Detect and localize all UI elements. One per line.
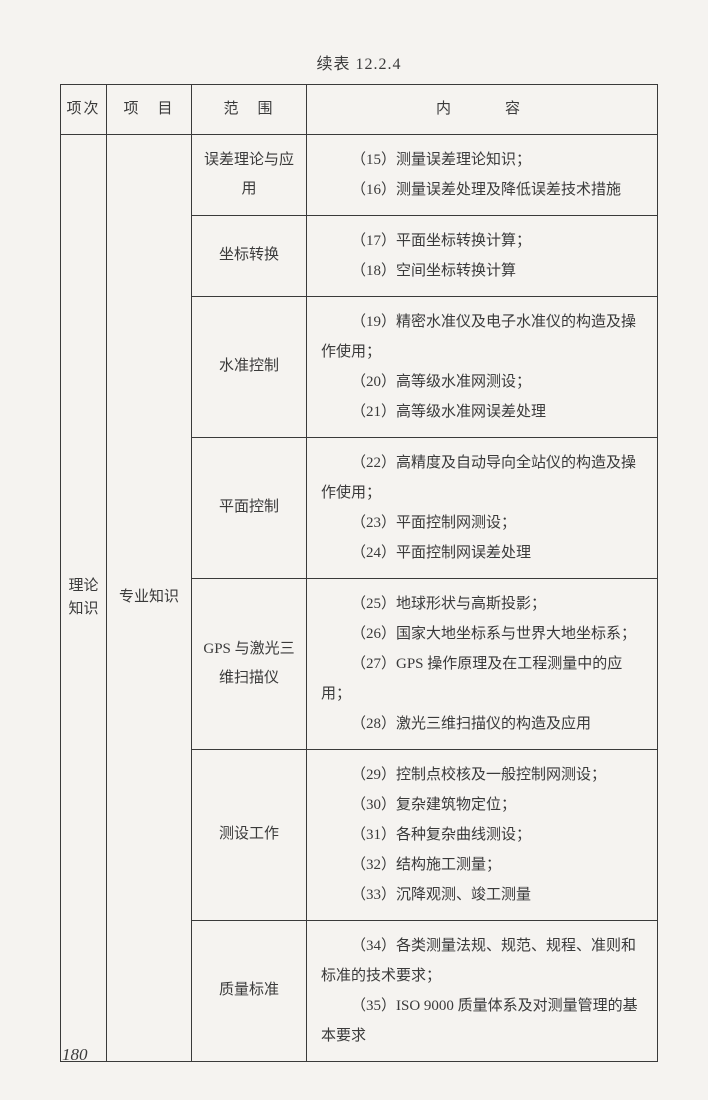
- content-line: （33）沉降观测、竣工测量: [321, 880, 645, 910]
- category-cell: 理论知识: [61, 134, 107, 1061]
- content-cell: （29）控制点校核及一般控制网测设；（30）复杂建筑物定位；（31）各种复杂曲线…: [307, 749, 658, 920]
- scope-cell: 平面控制: [192, 437, 307, 578]
- table-row: 理论知识专业知识误差理论与应用（15）测量误差理论知识；（16）测量误差处理及降…: [61, 134, 658, 215]
- header-col4: 内 容: [307, 85, 658, 135]
- content-line: （21）高等级水准网误差处理: [321, 397, 645, 427]
- content-line: （19）精密水准仪及电子水准仪的构造及操作使用；: [321, 307, 645, 367]
- content-cell: （34）各类测量法规、规范、规程、准则和标准的技术要求；（35）ISO 9000…: [307, 920, 658, 1061]
- scope-cell: 质量标准: [192, 920, 307, 1061]
- content-line: （26）国家大地坐标系与世界大地坐标系；: [321, 619, 645, 649]
- content-line: （16）测量误差处理及降低误差技术措施: [321, 175, 645, 205]
- content-line: （29）控制点校核及一般控制网测设；: [321, 760, 645, 790]
- content-line: （17）平面坐标转换计算；: [321, 226, 645, 256]
- header-col1: 项次: [61, 85, 107, 135]
- content-line: （31）各种复杂曲线测设；: [321, 820, 645, 850]
- content-line: （28）激光三维扫描仪的构造及应用: [321, 709, 645, 739]
- scope-cell: 水准控制: [192, 296, 307, 437]
- category-label: 理论知识: [67, 575, 100, 620]
- content-cell: （22）高精度及自动导向全站仪的构造及操作使用；（23）平面控制网测设；（24）…: [307, 437, 658, 578]
- content-line: （25）地球形状与高斯投影；: [321, 589, 645, 619]
- content-cell: （19）精密水准仪及电子水准仪的构造及操作使用；（20）高等级水准网测设；（21…: [307, 296, 658, 437]
- content-line: （24）平面控制网误差处理: [321, 538, 645, 568]
- content-line: （32）结构施工测量；: [321, 850, 645, 880]
- content-line: （22）高精度及自动导向全站仪的构造及操作使用；: [321, 448, 645, 508]
- content-cell: （17）平面坐标转换计算；（18）空间坐标转换计算: [307, 215, 658, 296]
- scope-cell: 测设工作: [192, 749, 307, 920]
- content-cell: （15）测量误差理论知识；（16）测量误差处理及降低误差技术措施: [307, 134, 658, 215]
- table-title: 续表 12.2.4: [60, 50, 658, 74]
- content-line: （23）平面控制网测设；: [321, 508, 645, 538]
- header-col2: 项 目: [107, 85, 192, 135]
- scope-cell: 坐标转换: [192, 215, 307, 296]
- content-line: （18）空间坐标转换计算: [321, 256, 645, 286]
- content-cell: （25）地球形状与高斯投影；（26）国家大地坐标系与世界大地坐标系；（27）GP…: [307, 578, 658, 749]
- header-col3: 范 围: [192, 85, 307, 135]
- scope-cell: GPS 与激光三维扫描仪: [192, 578, 307, 749]
- content-line: （15）测量误差理论知识；: [321, 145, 645, 175]
- content-table: 项次 项 目 范 围 内 容 理论知识专业知识误差理论与应用（15）测量误差理论…: [60, 84, 658, 1062]
- header-row: 项次 项 目 范 围 内 容: [61, 85, 658, 135]
- page-number: 180: [62, 1045, 88, 1065]
- subject-cell: 专业知识: [107, 134, 192, 1061]
- scope-cell: 误差理论与应用: [192, 134, 307, 215]
- content-line: （34）各类测量法规、规范、规程、准则和标准的技术要求；: [321, 931, 645, 991]
- content-line: （27）GPS 操作原理及在工程测量中的应用；: [321, 649, 645, 709]
- content-line: （20）高等级水准网测设；: [321, 367, 645, 397]
- content-line: （35）ISO 9000 质量体系及对测量管理的基本要求: [321, 991, 645, 1051]
- content-line: （30）复杂建筑物定位；: [321, 790, 645, 820]
